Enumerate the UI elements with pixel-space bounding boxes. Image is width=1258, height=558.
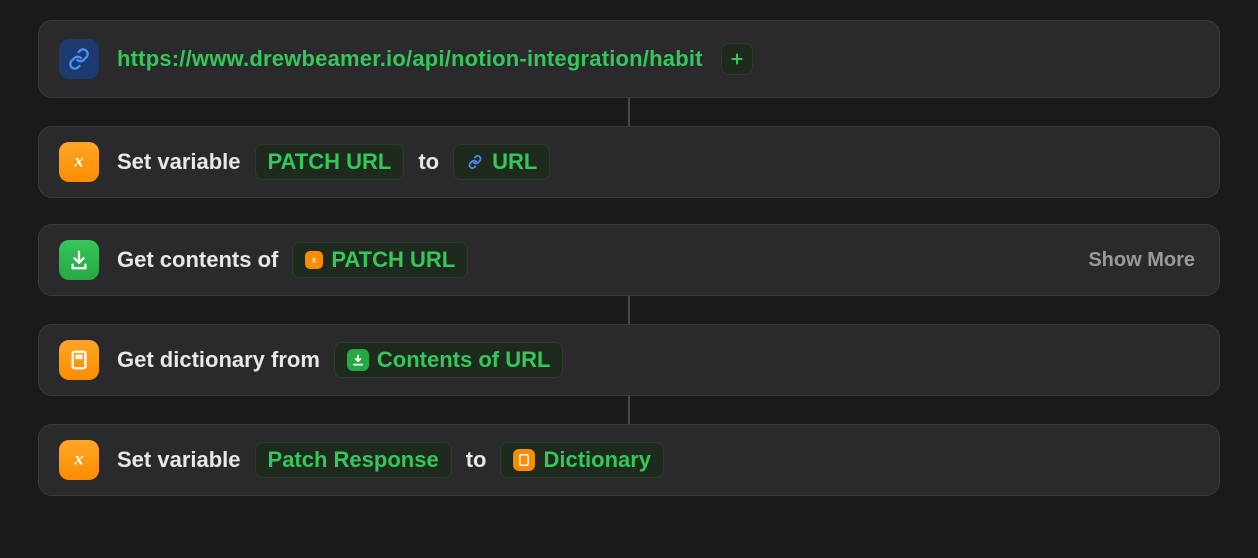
link-icon [59,39,99,79]
set-variable-block[interactable]: x Set variable PATCH URL to URL [38,126,1220,198]
connector [628,98,630,126]
action-flow: Set variable PATCH URL to URL [117,144,550,180]
variable-icon: x [59,142,99,182]
download-icon [347,349,369,371]
get-dictionary-block[interactable]: Get dictionary from Contents of URL [38,324,1220,396]
dictionary-icon [59,340,99,380]
action-prefix: Set variable [117,149,241,175]
to-label: to [418,149,439,175]
value-chip[interactable]: URL [453,144,550,180]
action-prefix: Get contents of [117,247,278,273]
show-more-button[interactable]: Show More [1088,249,1195,272]
value-chip[interactable]: Contents of URL [334,342,564,378]
variable-name-chip[interactable]: Patch Response [255,442,452,478]
action-flow: Set variable Patch Response to Dictionar… [117,442,664,478]
dictionary-icon [513,449,535,471]
connector [628,296,630,324]
action-prefix: Set variable [117,447,241,473]
gap [38,198,1220,224]
variable-name-chip[interactable]: PATCH URL [255,144,405,180]
value-chip[interactable]: Dictionary [500,442,664,478]
download-icon [59,240,99,280]
action-prefix: Get dictionary from [117,347,320,373]
svg-text:x: x [73,151,83,171]
to-label: to [466,447,487,473]
set-variable-block[interactable]: x Set variable Patch Response to Diction… [38,424,1220,496]
url-text[interactable]: https://www.drewbeamer.io/api/notion-int… [117,46,703,72]
svg-text:x: x [73,449,83,469]
variable-icon: x [59,440,99,480]
link-icon [466,153,484,171]
svg-text:x: x [311,255,317,265]
url-block[interactable]: https://www.drewbeamer.io/api/notion-int… [38,20,1220,98]
value-chip[interactable]: x PATCH URL [292,242,468,278]
variable-icon: x [305,251,323,269]
action-flow: Get dictionary from Contents of URL [117,342,563,378]
action-flow: Get contents of x PATCH URL [117,242,468,278]
connector [628,396,630,424]
get-contents-block[interactable]: Get contents of x PATCH URL Show More [38,224,1220,296]
add-url-button[interactable] [721,43,753,75]
